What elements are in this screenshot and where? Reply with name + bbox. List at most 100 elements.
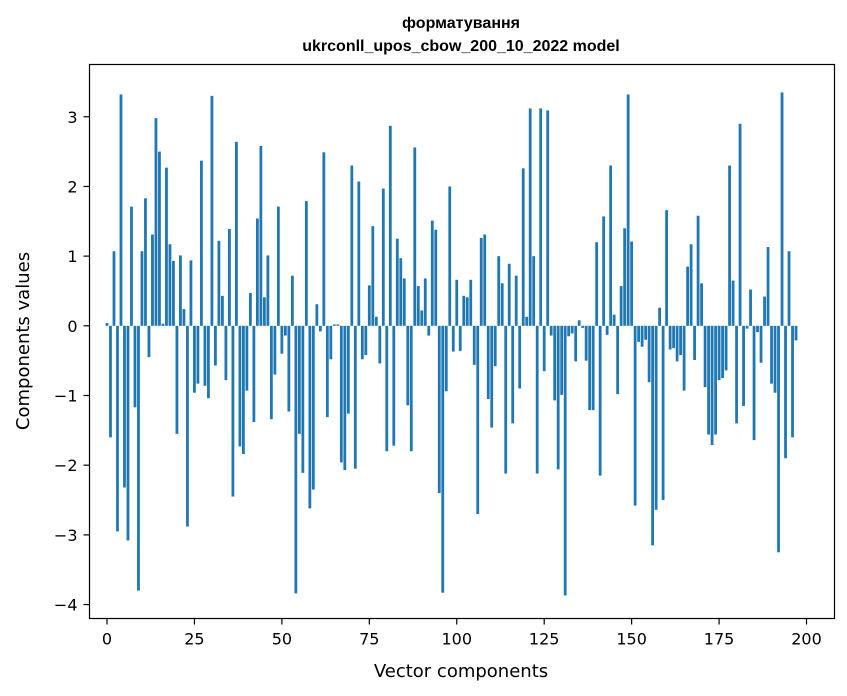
bar (707, 325, 710, 435)
y-tick-label: 3 (67, 108, 77, 127)
bar (273, 325, 277, 375)
bar (507, 263, 511, 326)
bar (560, 325, 564, 395)
bar (658, 307, 662, 326)
bars-group (105, 92, 798, 596)
bar (245, 325, 249, 391)
bar (343, 325, 347, 471)
bar (570, 325, 574, 334)
bar (311, 325, 315, 490)
bar (612, 314, 616, 326)
plot-frame (88, 63, 836, 620)
bar (231, 325, 235, 497)
bar (210, 95, 214, 326)
bar (336, 324, 340, 326)
bar (609, 165, 613, 326)
bar (479, 238, 483, 326)
y-tick-label: −4 (54, 596, 78, 615)
bar (542, 325, 546, 372)
bar (756, 325, 759, 333)
bar (325, 325, 329, 418)
bar (217, 240, 221, 326)
bar (413, 147, 417, 326)
bar (357, 181, 361, 326)
bar (465, 297, 469, 326)
bar (416, 286, 420, 326)
bar (675, 325, 679, 362)
bar (640, 325, 644, 347)
bar (595, 242, 599, 326)
bar (472, 325, 476, 365)
bar (179, 255, 182, 326)
bar (490, 325, 494, 428)
bar (165, 167, 168, 326)
bar (731, 280, 735, 326)
bar (763, 296, 766, 326)
x-axis-label: Vector components (374, 661, 548, 682)
bar (577, 320, 581, 326)
bar (147, 325, 151, 358)
bar (266, 255, 270, 326)
bar (770, 325, 773, 384)
bar (787, 251, 791, 326)
bar (497, 256, 501, 326)
bar (500, 283, 504, 326)
bar (283, 325, 287, 336)
bar (563, 325, 567, 596)
bar (588, 325, 592, 411)
bar (738, 123, 742, 326)
bar (402, 278, 406, 326)
y-tick-label: 2 (67, 177, 77, 196)
bar (493, 325, 497, 367)
bar (252, 325, 256, 422)
x-tick-label: 25 (184, 630, 204, 649)
bar (158, 151, 161, 326)
bar (504, 325, 508, 474)
bar (385, 325, 389, 452)
bar (329, 325, 333, 360)
y-tick-label: −1 (54, 387, 78, 406)
bar (322, 152, 326, 326)
bar (511, 325, 515, 424)
bar (133, 325, 137, 408)
bar (318, 325, 322, 332)
bar (378, 325, 382, 364)
y-tick-label: −3 (54, 526, 78, 545)
bar (791, 325, 794, 438)
bar (567, 325, 571, 337)
bar (602, 216, 606, 326)
bar (462, 295, 466, 326)
bar (395, 238, 399, 326)
bar (315, 304, 319, 326)
bar (549, 325, 553, 336)
bar (745, 325, 749, 329)
x-tick-label: 150 (616, 630, 647, 649)
y-axis-label: Components values (13, 252, 34, 430)
bar (693, 325, 696, 360)
bar (539, 108, 543, 326)
bar (654, 325, 658, 510)
bar (717, 325, 721, 381)
bar (137, 325, 140, 591)
bar (301, 325, 305, 473)
bar (441, 325, 445, 593)
bar (525, 316, 529, 326)
bar (207, 325, 210, 399)
x-axis-ticks: 0 25 50 75 100 125 150 175 200 (102, 618, 822, 649)
bar (476, 325, 480, 514)
bar (553, 325, 557, 401)
bar (521, 168, 525, 326)
bar (259, 146, 263, 326)
bar (626, 94, 630, 326)
bar (269, 325, 273, 420)
bar (728, 165, 731, 326)
bar (228, 228, 231, 326)
bar (556, 325, 560, 470)
bar (388, 125, 392, 326)
bar (528, 108, 532, 326)
bar (262, 297, 266, 326)
bar (581, 325, 585, 328)
bar (591, 325, 595, 411)
bar (339, 325, 343, 463)
bar (168, 244, 172, 326)
